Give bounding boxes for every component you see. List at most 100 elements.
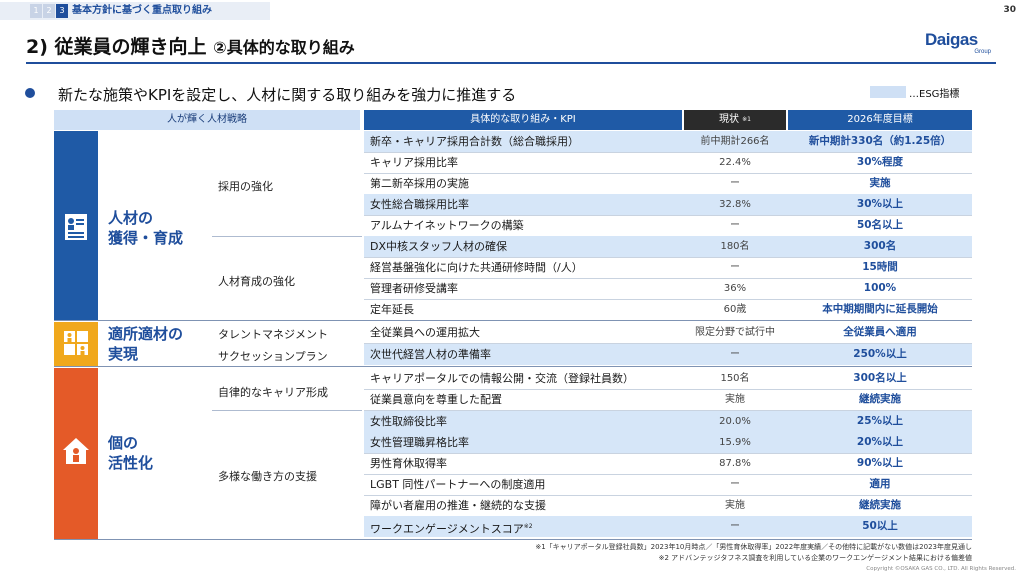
copyright: Copyright ©OSAKA GAS CO., LTD. All Right… [866,566,1016,572]
lead-bullet-icon [25,88,35,98]
row-target: 25%以上 [856,415,904,427]
row-target: 30%以上 [856,198,904,210]
row-target: 20%以上 [856,436,904,448]
step-3-marker: 3 [56,4,68,18]
header-current-label: 現状 [718,114,739,125]
category-divider [54,320,972,321]
section-label: 基本方針に基づく重点取り組み [72,5,212,16]
row-current: 180名 [720,241,750,252]
row-target: 50以上 [862,520,898,532]
category-band-placement [54,322,98,366]
row-target: 新中期計330名（約1.25倍） [808,135,952,147]
page-title-main: 2) 従業員の輝き向上 [26,36,207,58]
row-target: 100% [863,282,897,294]
row-item-note: ※2 [523,523,533,530]
row-item: 管理者研修受講率 [370,282,458,295]
row-item: 障がい者雇用の推進・継続的な支援 [370,499,546,512]
row-item: LGBT 同性パートナーへの制度適用 [370,478,546,491]
puzzle-people-icon [64,331,88,355]
strategy-development: 人材育成の強化 [218,275,295,288]
row-item: 全従業員への運用拡大 [370,326,480,339]
table-bottom-border [54,539,972,540]
row-current: ー [730,349,740,360]
row-item: 次世代経営人材の準備率 [370,348,491,361]
row-target: 継続実施 [859,393,901,405]
row-current: 32.8% [719,199,751,210]
category-acquisition-line1: 人材の [108,209,154,227]
row-current: 150名 [720,373,750,384]
row-item: アルムナイネットワークの構築 [370,219,524,232]
table-row: 従業員意向を尊重した配置 実施 継続実施 [364,389,972,411]
category-activation-line1: 個の [108,434,139,452]
row-target: 50名以上 [856,219,904,231]
row-item: 従業員意向を尊重した配置 [370,393,502,406]
header-item: 具体的な取り組み・KPI [364,110,682,130]
table-row: 第二新卒採用の実施 ー 実施 [364,173,972,195]
strategy-succession: サクセッションプラン [218,350,328,363]
table-row: 次世代経営人材の準備率 ー 250%以上 [364,344,972,365]
table-row: 新卒・キャリア採用合計数（総合職採用） 前中期計266名 新中期計330名（約1.2… [364,131,972,153]
document-person-icon [65,214,87,240]
row-item-text: ワークエンゲージメントスコア [370,522,524,536]
category-divider [54,366,972,367]
header-current-note: ※1 [742,116,752,123]
row-target: 実施 [869,177,891,189]
logo-word: Daigas [925,30,978,49]
strategy-divider [212,410,362,411]
row-target: 90%以上 [856,457,904,469]
category-placement-label: 適所適材の 実現 [108,324,183,364]
row-item: 定年延長 [370,303,414,316]
row-item: 新卒・キャリア採用合計数（総合職採用） [370,135,579,148]
table-row: 女性取締役比率 20.0% 25%以上 [364,411,972,433]
table-row: キャリアポータルでの情報公開・交流（登録社員数） 150名 300名以上 [364,368,972,390]
row-item: 第二新卒採用の実施 [370,177,469,190]
row-target: 30%程度 [856,156,904,168]
row-current: ー [730,262,740,273]
row-item: 経営基盤強化に向けた共通研修時間（/人） [370,261,583,274]
header-strategy: 人が輝く人材戦略 [54,110,360,130]
row-target: 適用 [869,478,891,490]
logo-group-text: Group [974,49,991,55]
esg-legend-label: …ESG指標 [909,89,960,100]
category-placement-line1: 適所適材の [108,325,184,343]
row-item: DX中核スタッフ人材の確保 [370,240,508,253]
lead-text: 新たな施策やKPIを設定し、人材に関する取り組みを強力に推進する [58,86,517,104]
row-current: 実施 [725,500,745,511]
esg-legend-swatch [870,86,906,98]
table-row: DX中核スタッフ人材の確保 180名 300名 [364,236,972,258]
category-placement-line2: 実現 [108,345,139,363]
table-row: 障がい者雇用の推進・継続的な支援 実施 継続実施 [364,495,972,517]
table-row: 管理者研修受講率 36% 100% [364,278,972,300]
row-target: 継続実施 [859,499,901,511]
row-current: 60歳 [723,304,747,315]
row-target: 250%以上 [853,348,907,360]
row-current: 実施 [725,394,745,405]
table-row: 定年延長 60歳 本中期期間内に延長開始 [364,299,972,320]
row-current: 36% [723,283,747,294]
table-row: LGBT 同性パートナーへの制度適用 ー 適用 [364,474,972,496]
row-current: 限定分野で試行中 [695,327,775,338]
table-row: 経営基盤強化に向けた共通研修時間（/人） ー 15時間 [364,257,972,279]
row-item: ワークエンゲージメントスコア※2 [370,516,533,540]
strategy-divider [212,236,362,237]
strategy-workstyle: 多様な働き方の支援 [218,470,317,483]
page-title: 2) 従業員の輝き向上 ②具体的な取り組み [26,32,355,59]
footnote-1: ※1「キャリアポータル登録社員数」2023年10月時点／「男性育休取得率」202… [535,543,972,551]
row-target: 300名 [863,240,897,252]
row-item: 男性育休取得率 [370,457,447,470]
table-row: 女性総合職採用比率 32.8% 30%以上 [364,194,972,216]
category-activation-label: 個の 活性化 [108,433,153,473]
house-person-icon [63,438,89,464]
table-row: 男性育休取得率 87.8% 90%以上 [364,453,972,475]
row-target: 本中期期間内に延長開始 [822,303,938,315]
table-row: 女性管理職昇格比率 15.9% 20%以上 [364,432,972,454]
header-target: 2026年度目標 [788,110,972,130]
row-current: 15.9% [719,437,751,448]
row-item: 女性総合職採用比率 [370,198,469,211]
category-acquisition-label: 人材の 獲得・育成 [108,208,183,248]
table-row: ワークエンゲージメントスコア※2 ー 50以上 [364,516,972,537]
strategy-talent-management: タレントマネジメント [218,328,328,341]
row-current: 22.4% [719,157,751,168]
page-number: 30 [1003,5,1016,15]
row-current: 前中期計266名 [700,136,770,147]
